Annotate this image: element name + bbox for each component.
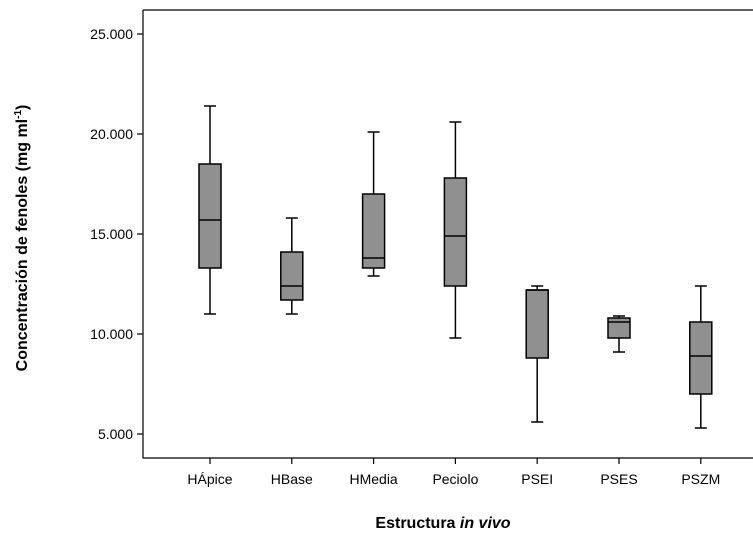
box-iqr [607, 317, 631, 339]
y-axis-title-superscript: -1 [13, 110, 24, 119]
x-axis-title: Estructura in vivo [375, 515, 510, 532]
y-tick-label: 15.000 [90, 226, 133, 242]
x-axis-title-italic: in vivo [460, 515, 511, 532]
y-tick-label: 25.000 [90, 26, 133, 42]
y-tick-label: 5.000 [98, 426, 133, 442]
x-axis: HÁpice HBase HMedia Peciolo PSEI PSES PSZM [187, 458, 720, 487]
box-PSES [607, 315, 631, 353]
box-Peciolo [443, 121, 468, 339]
x-tick-label: HÁpice [187, 471, 232, 487]
x-tick-label: PSZM [681, 471, 720, 487]
x-tick-label: PSES [600, 471, 637, 487]
x-tick-label: Peciolo [432, 471, 478, 487]
box-iqr [689, 321, 713, 395]
y-tick-label: 20.000 [90, 126, 133, 142]
box-iqr [198, 163, 222, 269]
y-tick-label: 10.000 [90, 326, 133, 342]
box-iqr [361, 193, 386, 269]
box-HBase [280, 217, 304, 315]
box-PSZM [689, 285, 713, 429]
box-HMedia [361, 131, 386, 277]
box-HÁpice [198, 105, 222, 315]
x-tick-label: HBase [271, 471, 313, 487]
box-iqr [443, 177, 468, 287]
x-tick-label: HMedia [349, 471, 397, 487]
box-iqr [280, 251, 304, 301]
y-axis-title: Concentración de fenoles (mg ml-1) [13, 105, 31, 372]
box-series [198, 105, 713, 429]
x-tick-label: PSEI [521, 471, 553, 487]
axis-frame [142, 9, 753, 459]
box-PSEI [525, 285, 549, 423]
y-axis: 5.000 10.000 15.000 20.000 25.000 [90, 26, 143, 442]
box-iqr [525, 289, 549, 359]
